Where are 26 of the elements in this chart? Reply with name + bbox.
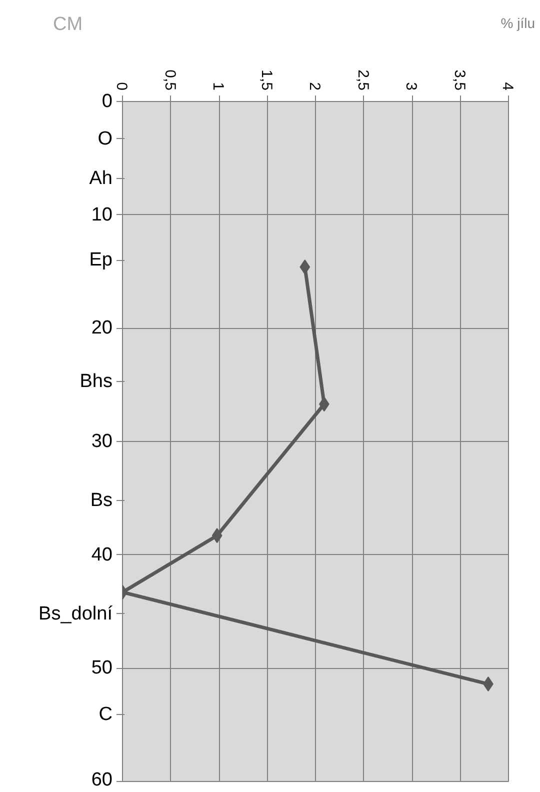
x-tick-label: 2,5 — [354, 70, 372, 91]
y-tick-label: 50 — [91, 658, 113, 679]
y-tick-label: Bs — [90, 490, 113, 511]
x-tick-label: 3,5 — [450, 70, 468, 91]
y-tick-label: 20 — [91, 318, 113, 339]
x-tick-label: 0,5 — [161, 70, 178, 91]
y-axis-title: CM — [53, 13, 83, 37]
y-tick-label: Ah — [89, 168, 113, 190]
y-tick-label: Bs_dolní — [38, 603, 114, 624]
y-tick-label: C — [98, 704, 113, 726]
y-tick-label: Bhs — [80, 370, 113, 392]
x-tick-label: 1 — [210, 82, 226, 90]
y-tick-label: Ep — [89, 250, 113, 271]
x-tick-label: 3 — [402, 82, 420, 90]
point — [300, 259, 310, 274]
x-tick-label: 1,5 — [258, 70, 275, 91]
x-tick-label: 0 — [113, 82, 130, 90]
x-axis-title: % jílu — [500, 14, 535, 33]
y-tick-label: O — [98, 128, 112, 150]
y-tick-label: 60 — [91, 770, 113, 790]
point — [212, 528, 222, 544]
x-tick-label: 4 — [499, 82, 516, 90]
y-tick-label: 30 — [91, 431, 113, 452]
y-tick-label: 40 — [91, 544, 113, 566]
y-tick-label: 10 — [91, 204, 113, 226]
x-tick-label: 2 — [306, 82, 323, 90]
